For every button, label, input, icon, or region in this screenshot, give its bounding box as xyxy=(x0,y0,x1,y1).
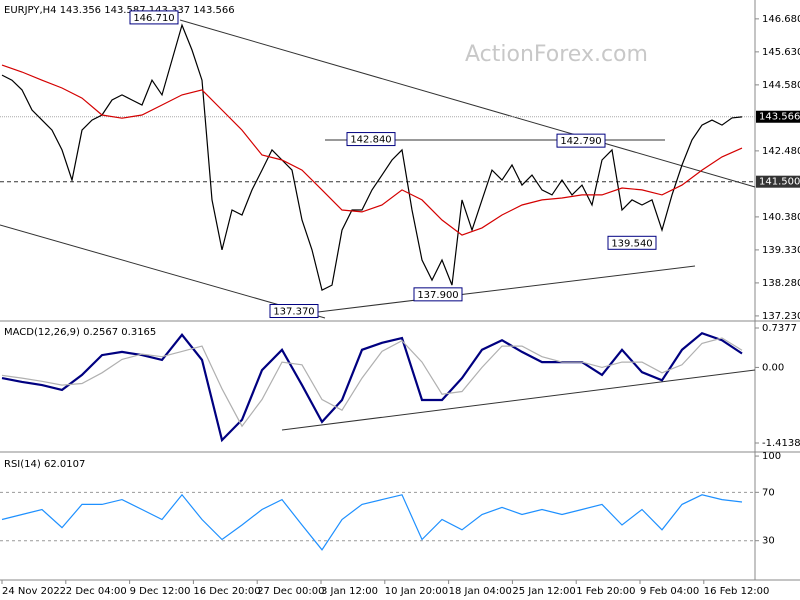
x-tick-label: 2 Dec 04:00 xyxy=(66,586,127,597)
x-tick-label: 10 Jan 20:00 xyxy=(385,586,448,597)
y-tick-label: 145.630 xyxy=(762,47,800,58)
annotation-label: 142.790 xyxy=(560,136,601,147)
annotation-box xyxy=(413,287,463,302)
x-tick-label: 27 Dec 00:00 xyxy=(257,586,324,597)
series-line xyxy=(1,64,743,236)
y-tick-label: 144.580 xyxy=(762,80,800,91)
x-tick-label: 24 Nov 2022 xyxy=(2,586,66,597)
level-box xyxy=(756,175,800,188)
level-box xyxy=(756,110,800,123)
annotation-box xyxy=(556,133,606,148)
trend-line xyxy=(281,369,756,431)
series-line xyxy=(1,493,743,551)
x-tick-label: 16 Feb 12:00 xyxy=(704,586,770,597)
series-line xyxy=(1,331,743,443)
annotation-box xyxy=(607,235,657,250)
x-tick-label: 9 Dec 12:00 xyxy=(130,586,191,597)
annotation-label: 137.370 xyxy=(273,307,314,318)
y-tick-label: 139.330 xyxy=(762,245,800,256)
y-tick-label: 0.7377 xyxy=(762,323,797,334)
annotation-label: 137.900 xyxy=(417,290,458,301)
panel-title: EURJPY,H4 143.356 143.587 143.337 143.56… xyxy=(4,5,235,16)
y-tick-label: 142.480 xyxy=(762,146,800,157)
level-label: 141.500 xyxy=(759,177,800,188)
annotation-box xyxy=(346,132,396,147)
annotation-label: 139.540 xyxy=(611,238,652,249)
x-tick-label: 16 Dec 20:00 xyxy=(193,586,260,597)
y-tick-label: -1.4138 xyxy=(762,438,800,449)
y-tick-label: 30 xyxy=(762,536,775,547)
trend-line xyxy=(317,265,696,313)
watermark: ActionForex.com xyxy=(465,42,648,67)
y-tick-label: 0.00 xyxy=(762,362,784,373)
x-tick-label: 1 Feb 20:00 xyxy=(576,586,635,597)
y-tick-label: 137.230 xyxy=(762,311,800,322)
series-line xyxy=(1,337,743,428)
y-tick-label: 138.280 xyxy=(762,278,800,289)
x-tick-label: 25 Jan 12:00 xyxy=(512,586,575,597)
x-tick-label: 18 Jan 04:00 xyxy=(449,586,512,597)
annotation-label: 142.840 xyxy=(350,135,391,146)
annotation-box xyxy=(129,10,179,25)
y-tick-label: 140.380 xyxy=(762,212,800,223)
series-line xyxy=(1,23,743,291)
y-tick-label: 100 xyxy=(762,451,781,462)
y-tick-label: 70 xyxy=(762,487,775,498)
x-tick-label: 9 Feb 04:00 xyxy=(640,586,699,597)
x-tick-label: 3 Jan 12:00 xyxy=(321,586,378,597)
annotation-label: 146.710 xyxy=(133,13,174,24)
trend-line xyxy=(179,19,756,188)
annotation-box xyxy=(269,304,319,319)
panel-title: MACD(12,26,9) 0.2567 0.3165 xyxy=(4,327,156,338)
y-tick-label: 146.680 xyxy=(762,14,800,25)
level-label: 143.566 xyxy=(759,112,800,123)
panel-title: RSI(14) 62.0107 xyxy=(4,459,85,470)
trend-line xyxy=(0,224,326,319)
